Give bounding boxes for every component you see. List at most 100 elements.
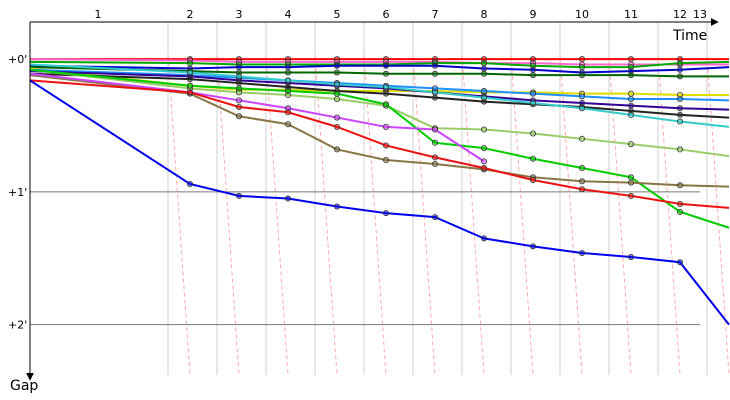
lap-point [333, 69, 340, 76]
lap-point [579, 135, 586, 142]
lap-crossing-line [265, 54, 289, 376]
lap-crossing-line [657, 54, 681, 376]
lap-point [333, 146, 340, 153]
lap-point [677, 95, 684, 102]
lap-point [333, 203, 340, 210]
lap-point [530, 66, 537, 73]
lap-point [480, 165, 487, 172]
lap-label: 7 [432, 8, 439, 21]
lap-point [382, 123, 389, 130]
x-axis-label: Time [672, 28, 707, 44]
lap-point [382, 157, 389, 164]
lap-label: 12 [673, 8, 687, 21]
lap-point [579, 186, 586, 193]
lap-point [628, 174, 635, 181]
lap-point [677, 60, 684, 67]
lap-crossing-line [706, 54, 730, 376]
lap-label: 5 [334, 8, 341, 21]
lap-point [186, 82, 193, 89]
lap-point [382, 101, 389, 108]
lap-point [333, 114, 340, 121]
lap-point [677, 111, 684, 118]
lap-point [382, 90, 389, 97]
lap-point [480, 235, 487, 242]
lap-point [480, 158, 487, 165]
lap-point [530, 90, 537, 97]
lap-point [235, 103, 242, 110]
lap-point [480, 94, 487, 101]
lap-point [579, 178, 586, 185]
lap-point [579, 105, 586, 112]
lap-point [431, 214, 438, 221]
lap-point [235, 97, 242, 104]
lap-point [186, 89, 193, 96]
lap-point [677, 146, 684, 153]
lap-point [431, 154, 438, 161]
lap-point [186, 76, 193, 83]
lap-point [628, 111, 635, 118]
lap-label: 3 [236, 8, 243, 21]
lap-point [382, 210, 389, 217]
lap-crossing-line [363, 54, 387, 376]
lap-point [628, 253, 635, 260]
lap-point [431, 70, 438, 77]
lap-point [480, 88, 487, 95]
lap-point [186, 180, 193, 187]
lap-point [431, 62, 438, 69]
lap-point [333, 62, 340, 69]
lap-crossing-line [216, 54, 240, 376]
lap-point [333, 90, 340, 97]
lap-point [480, 126, 487, 133]
lap-point [677, 73, 684, 80]
lap-label: 6 [383, 8, 390, 21]
lap-point [284, 64, 291, 71]
lap-point [579, 72, 586, 79]
lap-point [284, 109, 291, 116]
lap-point [628, 90, 635, 97]
lap-point [480, 70, 487, 77]
lap-point [530, 130, 537, 137]
lap-point [431, 89, 438, 96]
lap-point [480, 145, 487, 152]
lap-crossing-line [608, 54, 632, 376]
lap-point [284, 77, 291, 84]
lap-point [186, 60, 193, 67]
lap-point [333, 81, 340, 88]
lap-point [480, 65, 487, 72]
lap-point [579, 249, 586, 256]
lap-point [677, 118, 684, 125]
y-axis-label: Gap [10, 378, 38, 394]
lap-label: 9 [530, 8, 537, 21]
lap-crossing-line [314, 54, 338, 376]
lap-point [677, 208, 684, 215]
lap-point [579, 64, 586, 71]
lap-label: 13 [693, 8, 707, 21]
lap-crossing-line [167, 54, 191, 376]
lap-point [628, 141, 635, 148]
series-line [29, 79, 730, 326]
lap-label: 2 [187, 8, 194, 21]
lap-point [333, 95, 340, 102]
lap-crossing-line [461, 54, 485, 376]
lap-point [284, 121, 291, 128]
lap-point [235, 192, 242, 199]
lap-crossing-line [412, 54, 436, 376]
lap-point [235, 64, 242, 71]
lap-point [284, 69, 291, 76]
lap-point [628, 102, 635, 109]
lap-point [284, 195, 291, 202]
lap-point [333, 123, 340, 130]
series-line [29, 72, 485, 163]
lap-point [235, 80, 242, 87]
lap-point [431, 139, 438, 146]
lap-point [677, 182, 684, 189]
lap-point [628, 192, 635, 199]
lap-label: 4 [285, 8, 292, 21]
lap-point [628, 72, 635, 79]
y-tick-label: +0' [8, 53, 27, 66]
lap-point [628, 179, 635, 186]
lap-point [579, 93, 586, 100]
lap-point [235, 85, 242, 92]
